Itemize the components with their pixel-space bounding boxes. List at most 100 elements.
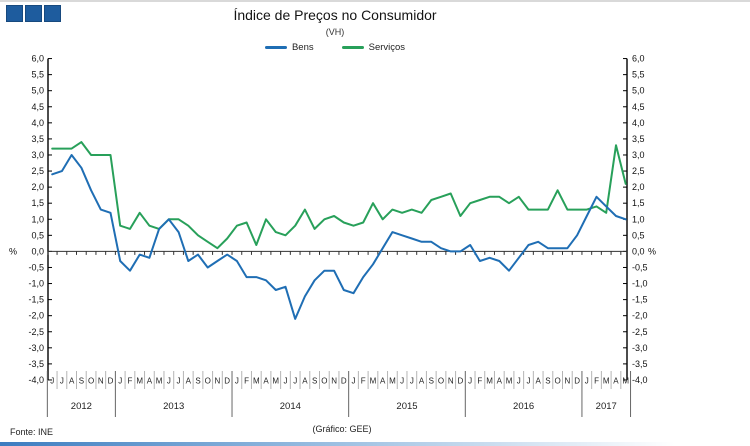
month-tick-label: J	[177, 377, 181, 386]
month-tick-label: S	[79, 377, 84, 386]
month-tick-label: S	[195, 377, 200, 386]
month-tick-label: F	[477, 377, 482, 386]
month-tick-label: M	[603, 377, 610, 386]
month-tick-label: N	[98, 377, 104, 386]
month-tick-label: N	[564, 377, 570, 386]
month-tick-label: S	[312, 377, 317, 386]
credit-note: (Gráfico: GEE)	[312, 424, 372, 434]
year-label: 2016	[513, 401, 534, 412]
legend-item-servicos: Serviços	[341, 42, 406, 53]
logo	[6, 5, 61, 22]
month-tick-label: S	[429, 377, 434, 386]
y-tick-label-left: -2,5	[28, 327, 44, 337]
legend: Bens Serviços	[0, 42, 670, 53]
month-tick-label: A	[263, 377, 269, 386]
month-tick-label: M	[389, 377, 396, 386]
month-tick-label: J	[585, 377, 589, 386]
y-tick-label-left: -1,5	[28, 295, 44, 305]
y-tick-label-right: 0,0	[632, 246, 645, 256]
month-tick-label: J	[167, 377, 171, 386]
y-tick-label-right: 6,0	[632, 54, 645, 64]
month-tick-label: A	[69, 377, 75, 386]
y-tick-label-right: -2,5	[632, 327, 648, 337]
month-tick-label: M	[622, 377, 629, 386]
y-tick-label-left: 0,5	[31, 230, 44, 240]
month-tick-label: J	[283, 377, 287, 386]
source-note: Fonte: INE	[10, 427, 54, 437]
month-tick-label: D	[574, 377, 580, 386]
logo-square-icon	[25, 5, 42, 22]
y-tick-label-left: 1,5	[31, 198, 44, 208]
y-tick-label-right: -2,0	[632, 311, 648, 321]
month-tick-label: O	[321, 377, 327, 386]
y-tick-label-right: 2,5	[632, 166, 645, 176]
legend-label: Serviços	[368, 42, 406, 53]
y-tick-label-left: 3,5	[31, 134, 44, 144]
month-tick-label: J	[400, 377, 404, 386]
y-tick-label-left: 3,0	[31, 150, 44, 160]
servicos-line	[51, 141, 627, 250]
y-tick-label-left: 4,5	[31, 102, 44, 112]
y-tick-label-right: 5,5	[632, 70, 645, 80]
year-label: 2017	[596, 401, 617, 412]
y-tick-label-left: 4,0	[31, 118, 44, 128]
logo-square-icon	[6, 5, 23, 22]
year-axis: 2012 2013 2014 2015 2016 2017	[46, 371, 632, 417]
y-tick-label-right: 3,5	[632, 134, 645, 144]
y-tick-label-right: 4,0	[632, 118, 645, 128]
month-tick-label: A	[186, 377, 192, 386]
y-tick-label-right: 1,5	[632, 198, 645, 208]
month-tick-label: F	[128, 377, 133, 386]
y-axis-unit-right: %	[648, 246, 656, 256]
y-tick-label-right: -4,0	[632, 375, 648, 385]
chart-title: Índice de Preços no Consumidor	[233, 7, 437, 23]
month-tick-label: A	[613, 377, 619, 386]
logo-square-icon	[44, 5, 61, 22]
year-label: 2013	[163, 401, 184, 412]
y-tick-label-right: -3,0	[632, 343, 648, 353]
month-tick-label: J	[118, 377, 122, 386]
y-tick-label-right: 5,0	[632, 86, 645, 96]
month-tick-label: M	[506, 377, 513, 386]
month-tick-label: J	[526, 377, 530, 386]
month-tick-label: A	[536, 377, 542, 386]
month-tick-label: O	[205, 377, 211, 386]
y-tick-label-right: 4,5	[632, 102, 645, 112]
month-tick-label: J	[235, 377, 239, 386]
y-tick-label-left: 6,0	[31, 54, 44, 64]
month-tick-label: N	[215, 377, 221, 386]
month-tick-label: S	[545, 377, 550, 386]
y-tick-label-right: -1,5	[632, 295, 648, 305]
month-tick-label: J	[352, 377, 356, 386]
month-tick-label: M	[156, 377, 163, 386]
month-tick-label: A	[380, 377, 386, 386]
month-tick-label: O	[438, 377, 444, 386]
y-tick-label-left: -0,5	[28, 262, 44, 272]
month-tick-label: D	[458, 377, 464, 386]
y-tick-label-right: 1,0	[632, 214, 645, 224]
y-tick-label-left: 5,5	[31, 70, 44, 80]
servicos-line-swatch-icon	[341, 46, 364, 49]
month-tick-label: J	[50, 377, 54, 386]
y-tick-label-left: 1,0	[31, 214, 44, 224]
y-axis-unit-left: %	[9, 246, 17, 256]
y-tick-label-left: -1,0	[28, 279, 44, 289]
zero-axis	[47, 250, 627, 255]
month-tick-label: F	[244, 377, 249, 386]
y-tick-label-left: -3,0	[28, 343, 44, 353]
top-border	[0, 0, 750, 2]
month-tick-label: M	[253, 377, 260, 386]
month-tick-label: M	[272, 377, 279, 386]
month-tick-label: F	[361, 377, 366, 386]
legend-label: Bens	[291, 42, 314, 53]
bens-line-swatch-icon	[264, 46, 287, 49]
series-lines	[51, 141, 627, 320]
month-tick-label: J	[468, 377, 472, 386]
month-tick-label: F	[594, 377, 599, 386]
month-tick-label: A	[147, 377, 153, 386]
bottom-accent-bar	[0, 442, 750, 446]
year-label: 2012	[71, 401, 92, 412]
